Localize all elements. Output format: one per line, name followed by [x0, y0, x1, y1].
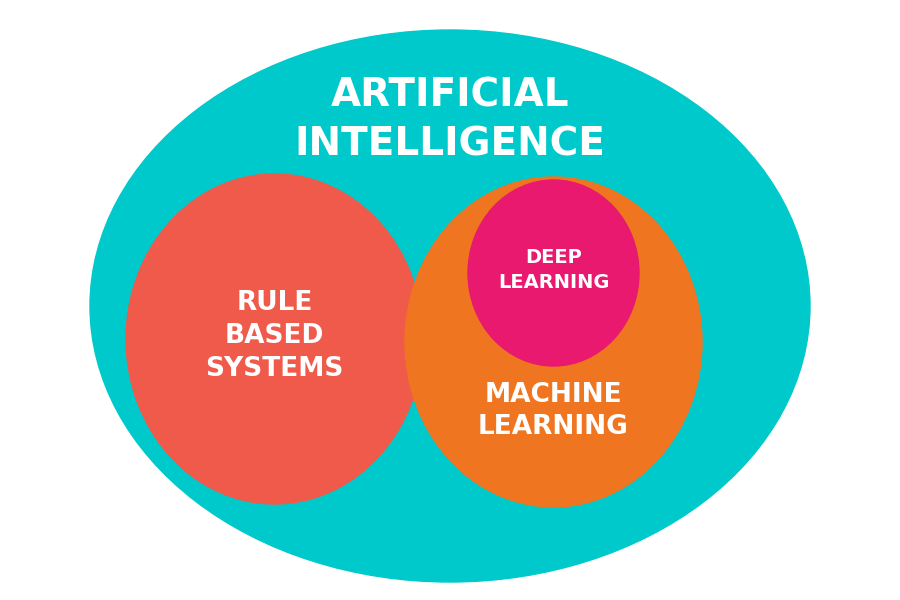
- Ellipse shape: [405, 177, 702, 507]
- Ellipse shape: [90, 30, 810, 582]
- Text: DEEP
LEARNING: DEEP LEARNING: [498, 248, 609, 292]
- Text: MACHINE
LEARNING: MACHINE LEARNING: [478, 382, 629, 440]
- Ellipse shape: [468, 180, 639, 366]
- Ellipse shape: [126, 174, 423, 504]
- Text: RULE
BASED
SYSTEMS: RULE BASED SYSTEMS: [205, 290, 344, 382]
- Text: ARTIFICIAL
INTELLIGENCE: ARTIFICIAL INTELLIGENCE: [294, 77, 606, 163]
